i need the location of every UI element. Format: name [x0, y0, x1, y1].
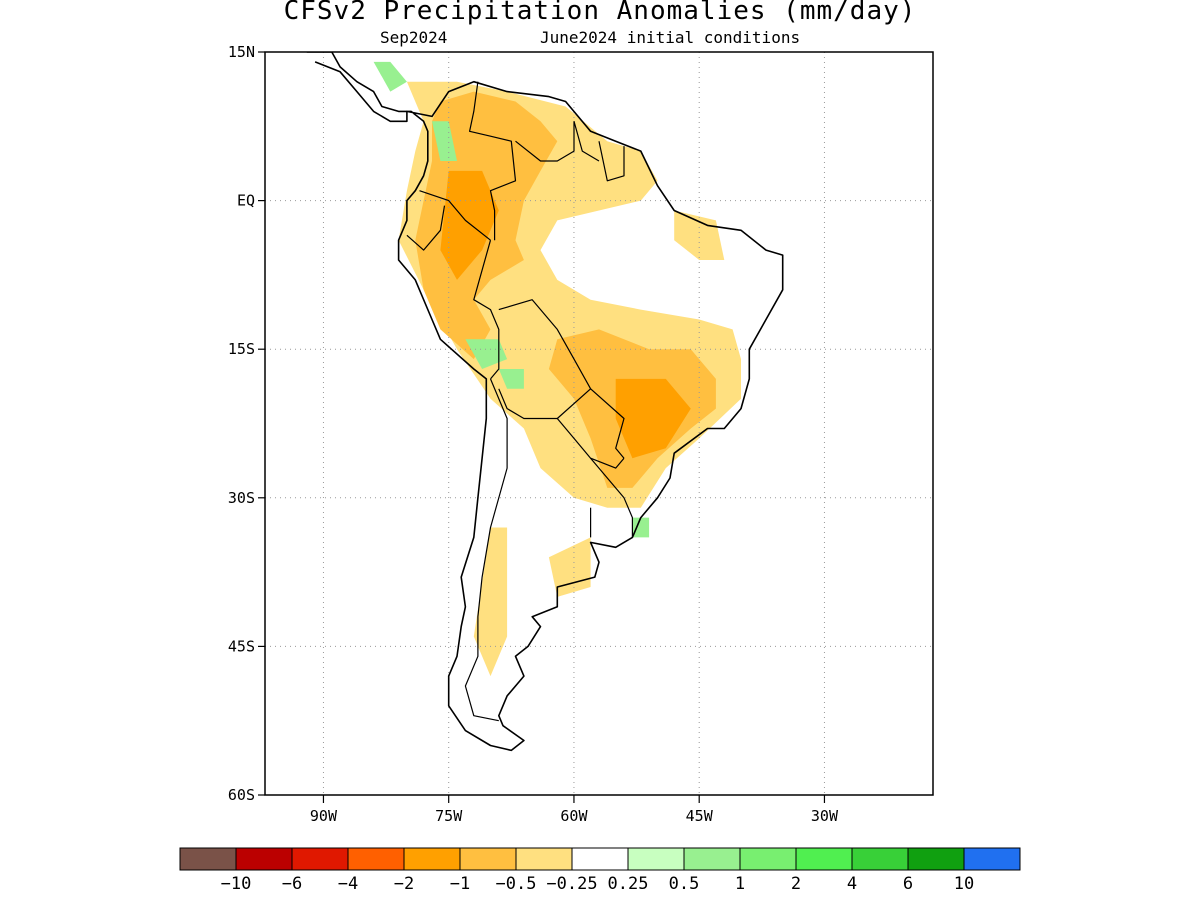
country-border-3: [515, 121, 575, 162]
map-title: CFSv2 Precipitation Anomalies (mm/day): [283, 0, 917, 26]
lat-tick-label-5: 60S: [228, 786, 255, 804]
country-border-5: [598, 141, 625, 182]
country-border-12: [464, 378, 508, 722]
colorbar-swatch-10: [739, 847, 797, 871]
colorbar-label-8: 0.5: [669, 874, 700, 894]
country-border-2: [406, 205, 446, 251]
colorbar-label-11: 4: [847, 874, 857, 894]
anomaly-region-9: [498, 369, 524, 389]
lat-tick-label-3: 30S: [228, 489, 255, 507]
lat-tick-label-1: EQ: [237, 192, 255, 210]
colorbar-swatch-11: [795, 847, 853, 871]
colorbar-label-3: −2: [394, 874, 414, 894]
country-border-8: [590, 388, 625, 459]
colorbar-swatch-7: [571, 847, 629, 871]
colorbar-label-7: 0.25: [608, 874, 649, 894]
colorbar-swatch-0: [179, 847, 237, 871]
country-border-10: [590, 457, 634, 538]
colorbar-swatch-3: [347, 847, 405, 871]
colorbar-label-9: 1: [735, 874, 745, 894]
colorbar-swatch-13: [907, 847, 965, 871]
lon-tick-label-1: 75W: [435, 807, 463, 825]
lon-tick-label-3: 45W: [686, 807, 714, 825]
country-border-4: [573, 121, 600, 162]
anomaly-region-7: [615, 378, 691, 459]
initial-conditions-label: June2024 initial conditions: [540, 28, 801, 47]
country-border-1: [419, 190, 491, 241]
colorbar-label-0: −10: [221, 874, 252, 894]
lat-tick-label-0: 15N: [228, 43, 255, 61]
colorbar-swatch-2: [291, 847, 349, 871]
lat-tick-label-4: 45S: [228, 637, 255, 655]
anomaly-region-10: [432, 121, 457, 161]
colorbar-label-1: −6: [282, 874, 302, 894]
lat-tick-label-2: 15S: [228, 340, 255, 358]
colorbar-label-5: −0.5: [496, 874, 537, 894]
anomaly-fill-layer: [373, 61, 741, 677]
colorbar-swatch-12: [851, 847, 909, 871]
colorbar-swatch-4: [403, 847, 461, 871]
lon-tick-label-0: 90W: [310, 807, 338, 825]
anomaly-region-6: [440, 170, 499, 280]
anomaly-region-11: [373, 61, 407, 92]
central-america-coastline: [306, 52, 408, 123]
colorbar-swatch-1: [235, 847, 293, 871]
lon-tick-label-4: 30W: [811, 807, 839, 825]
country-border-6: [473, 240, 500, 380]
colorbar-swatch-14: [963, 847, 1021, 871]
colorbar-label-13: 10: [954, 874, 974, 894]
colorbar-swatch-6: [515, 847, 573, 871]
colorbar-swatch-8: [627, 847, 685, 871]
colorbar-label-10: 2: [791, 874, 801, 894]
anomaly-region-1: [674, 210, 725, 260]
colorbar-label-4: −1: [450, 874, 470, 894]
south-america-coastline: [397, 80, 784, 752]
valid-month: Sep2024: [380, 28, 448, 47]
colorbar-label-12: 6: [903, 874, 913, 894]
plot-frame: [264, 51, 934, 796]
colorbar-label-2: −4: [338, 874, 358, 894]
colorbar-swatch-9: [683, 847, 741, 871]
coastline-layer: [306, 52, 784, 752]
anomaly-region-8: [465, 339, 508, 369]
lon-tick-label-2: 60W: [560, 807, 588, 825]
colorbar-swatch-5: [459, 847, 517, 871]
axis-ticks: 90W 75W 60W 45W 30W 15N EQ 15S 30S 45S 60S: [228, 43, 839, 825]
anomaly-region-2: [548, 537, 591, 597]
colorbar: −10 −6 −4 −2 −1 −0.5 −0.25 0.25 0.5 1 2 4 6 10: [179, 847, 1021, 894]
country-border-0: [469, 81, 517, 241]
anomaly-region-12: [632, 517, 650, 538]
anomaly-region-3: [473, 527, 508, 677]
colorbar-label-6: −0.25: [546, 874, 597, 894]
